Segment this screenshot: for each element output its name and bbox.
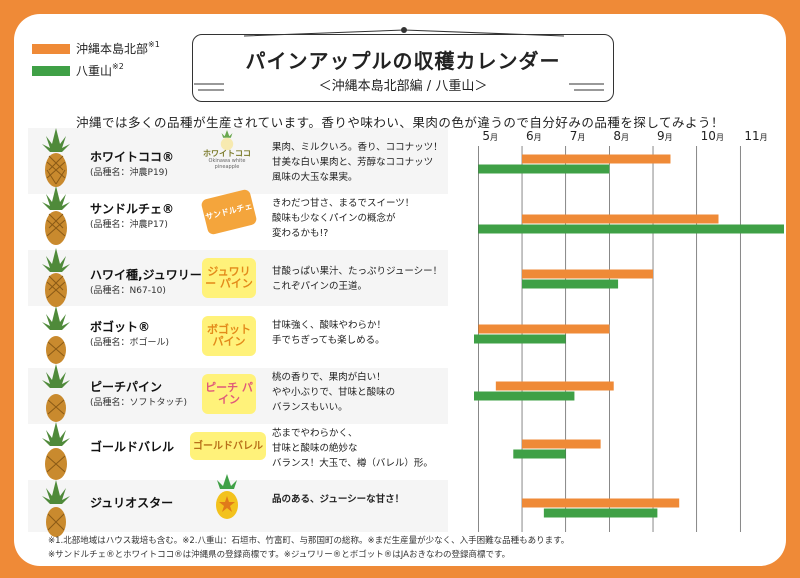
- footnote: ※1.北部地域はハウス栽培も含む。※2.八重山：石垣市、竹富町、与那国町の総称。…: [48, 536, 570, 546]
- month-tick-label: 8月: [613, 129, 629, 143]
- variety-name: ホワイトココ®: [90, 150, 175, 164]
- harvest-bar-yaeyama: [543, 508, 658, 518]
- calendar-card: 沖縄本島北部※1 八重山※2 パインアップルの収穫カレンダー ＜沖縄本島北部編 …: [14, 14, 786, 566]
- footnote: ※サンドルチェ®とホワイトココ®は沖縄県の登録商標です。※ジュワリー®とボゴット…: [48, 550, 511, 560]
- harvest-bar-okinawa-north: [522, 439, 601, 449]
- harvest-bar-okinawa-north: [522, 498, 680, 508]
- variety-cultivar: (品種名：沖農P19): [90, 168, 168, 178]
- row-band: [28, 480, 448, 532]
- harvest-bar-yaeyama: [522, 279, 619, 289]
- intro-text: 沖縄では多くの品種が生産されています。香りや味わい、果肉の色が違うので自分好みの…: [75, 115, 724, 130]
- board-hanging-string: [243, 29, 565, 37]
- harvest-bar-yaeyama: [478, 164, 610, 174]
- variety-logo: ジュワリー パイン: [202, 258, 256, 298]
- pineapple-icon: [42, 128, 70, 187]
- variety-name: ボゴット®: [90, 320, 151, 334]
- variety-description: 品のある、ジューシーな甘さ！: [272, 494, 405, 505]
- harvest-bar-okinawa-north: [495, 381, 614, 391]
- variety-cultivar: (品種名：N67-10): [90, 286, 166, 296]
- harvest-bar-okinawa-north: [478, 324, 610, 334]
- variety-cultivar: (品種名：沖農P17): [90, 220, 168, 230]
- harvest-bar-okinawa-north: [522, 214, 719, 224]
- harvest-bar-yaeyama: [474, 391, 575, 401]
- pineapple-icon: [42, 186, 70, 245]
- variety-description: 桃の香りで、果肉が白い！ やや小ぶりで、甘味と酸味の バランスもいい。: [272, 372, 396, 413]
- legend-label-okinawa-north: 沖縄本島北部※1: [76, 40, 160, 56]
- white-pineapple-icon: [220, 130, 234, 151]
- title-board: パインアップルの収穫カレンダー ＜沖縄本島北部編 / 八重山＞: [192, 34, 614, 102]
- pineapple-icon: [42, 306, 70, 364]
- page-subtitle: ＜沖縄本島北部編 / 八重山＞: [318, 79, 488, 94]
- title-board-decoration: [194, 27, 604, 91]
- month-tick-label: 11月: [744, 129, 767, 143]
- variety-logo: ピーチ パイン: [202, 374, 256, 414]
- board-scribble-right: [569, 83, 604, 91]
- harvest-calendar-chart: 5月 6月 7月 8月 9月 10月 11月: [474, 129, 784, 532]
- legend-swatch-okinawa-north: [32, 44, 70, 54]
- month-tick-label: 6月: [526, 129, 542, 143]
- harvest-bar-yaeyama: [474, 334, 566, 344]
- legend-label-yaeyama: 八重山※2: [76, 62, 124, 78]
- month-tick-label: 5月: [482, 129, 498, 143]
- variety-description: きわだつ甘さ、まるでスイーツ！ 酸味も少なくパインの概念が 変わるかも!?: [272, 198, 415, 239]
- board-scribble-left: [194, 83, 224, 91]
- month-tick-label: 10月: [701, 129, 724, 143]
- variety-name: ジュリオスター: [90, 496, 174, 510]
- harvest-bar-yaeyama: [513, 449, 566, 459]
- variety-description: 果肉、ミルクいろ。香り、ココナッツ！ 甘美な白い果肉と、芳醇なココナッツ 風味の大玉…: [272, 142, 443, 183]
- variety-cultivar: (品種名：ソフトタッチ): [90, 398, 188, 408]
- variety-name: ピーチパイン: [90, 380, 163, 394]
- pineapple-icon: [42, 422, 70, 480]
- pineapple-icon: [42, 480, 70, 537]
- month-tick-label: 9月: [657, 129, 673, 143]
- variety-cultivar: (品種名：ボゴール): [90, 338, 170, 348]
- month-tick-label: 7月: [570, 129, 586, 143]
- variety-name: ハワイ種,ジュワリー®: [90, 268, 214, 282]
- row-band: [28, 128, 448, 194]
- pineapple-icon: [42, 364, 70, 422]
- pineapple-icon: [42, 248, 70, 307]
- variety-description: 甘酸っぱい果汁、たっぷりジューシー！ これぞパインの王道。: [272, 266, 443, 292]
- variety-name: サンドルチェ®: [90, 202, 175, 216]
- page-title: パインアップルの収穫カレンダー: [245, 49, 561, 73]
- variety-logo: ゴールドバレル: [190, 432, 266, 460]
- variety-description: 甘味強く、酸味やわらか！ 手でちぎっても楽しめる。: [272, 320, 387, 346]
- harvest-bar-okinawa-north: [522, 154, 671, 164]
- harvest-bar-yaeyama: [478, 224, 784, 234]
- variety-logo: ホワイトココ Okinawa white pineapple: [200, 130, 254, 170]
- variety-description: 芯までやわらかく、 甘味と酸味の絶妙な バランス！大玉で、樽（バレル）形。: [272, 428, 433, 469]
- legend-swatch-yaeyama: [32, 66, 70, 76]
- harvest-bar-okinawa-north: [522, 269, 654, 279]
- star-pineapple-logo-icon: [216, 474, 238, 519]
- variety-name: ゴールドバレル: [90, 440, 175, 454]
- variety-logo: サンドルチェ: [200, 188, 258, 236]
- variety-logo: ボゴット パイン: [202, 316, 256, 356]
